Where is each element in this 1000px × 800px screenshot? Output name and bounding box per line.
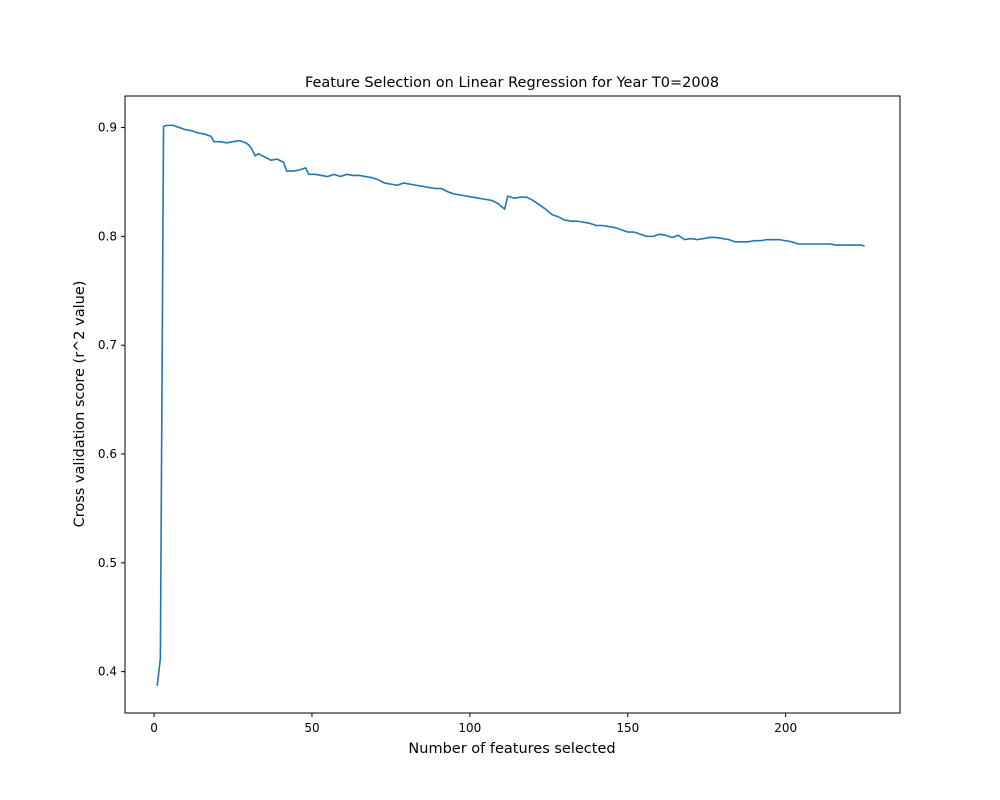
y-axis-label: Cross validation score (r^2 value): [72, 281, 88, 528]
x-tick-label: 150: [616, 721, 639, 735]
x-tick-label: 50: [304, 721, 319, 735]
x-tick-label: 0: [150, 721, 158, 735]
x-axis-label: Number of features selected: [408, 741, 615, 757]
plot-area: 0 50 100 150 200 0.4 0.5 0.6 0.7 0.8 0.9: [98, 95, 901, 735]
y-tick-label: 0.7: [98, 338, 117, 352]
axes-frame: [124, 95, 901, 714]
y-axis: 0.4 0.5 0.6 0.7 0.8 0.9: [98, 121, 125, 679]
chart-title: Feature Selection on Linear Regression f…: [305, 75, 719, 91]
y-tick-label: 0.8: [98, 229, 117, 243]
y-tick-label: 0.5: [98, 556, 117, 570]
x-tick-label: 200: [774, 721, 797, 735]
y-tick-label: 0.6: [98, 447, 117, 461]
y-tick-label: 0.9: [98, 121, 117, 135]
series-line-cv-score: [156, 124, 865, 686]
x-axis: 0 50 100 150 200: [150, 713, 797, 735]
y-tick-label: 0.4: [98, 665, 117, 679]
x-tick-label: 100: [458, 721, 481, 735]
